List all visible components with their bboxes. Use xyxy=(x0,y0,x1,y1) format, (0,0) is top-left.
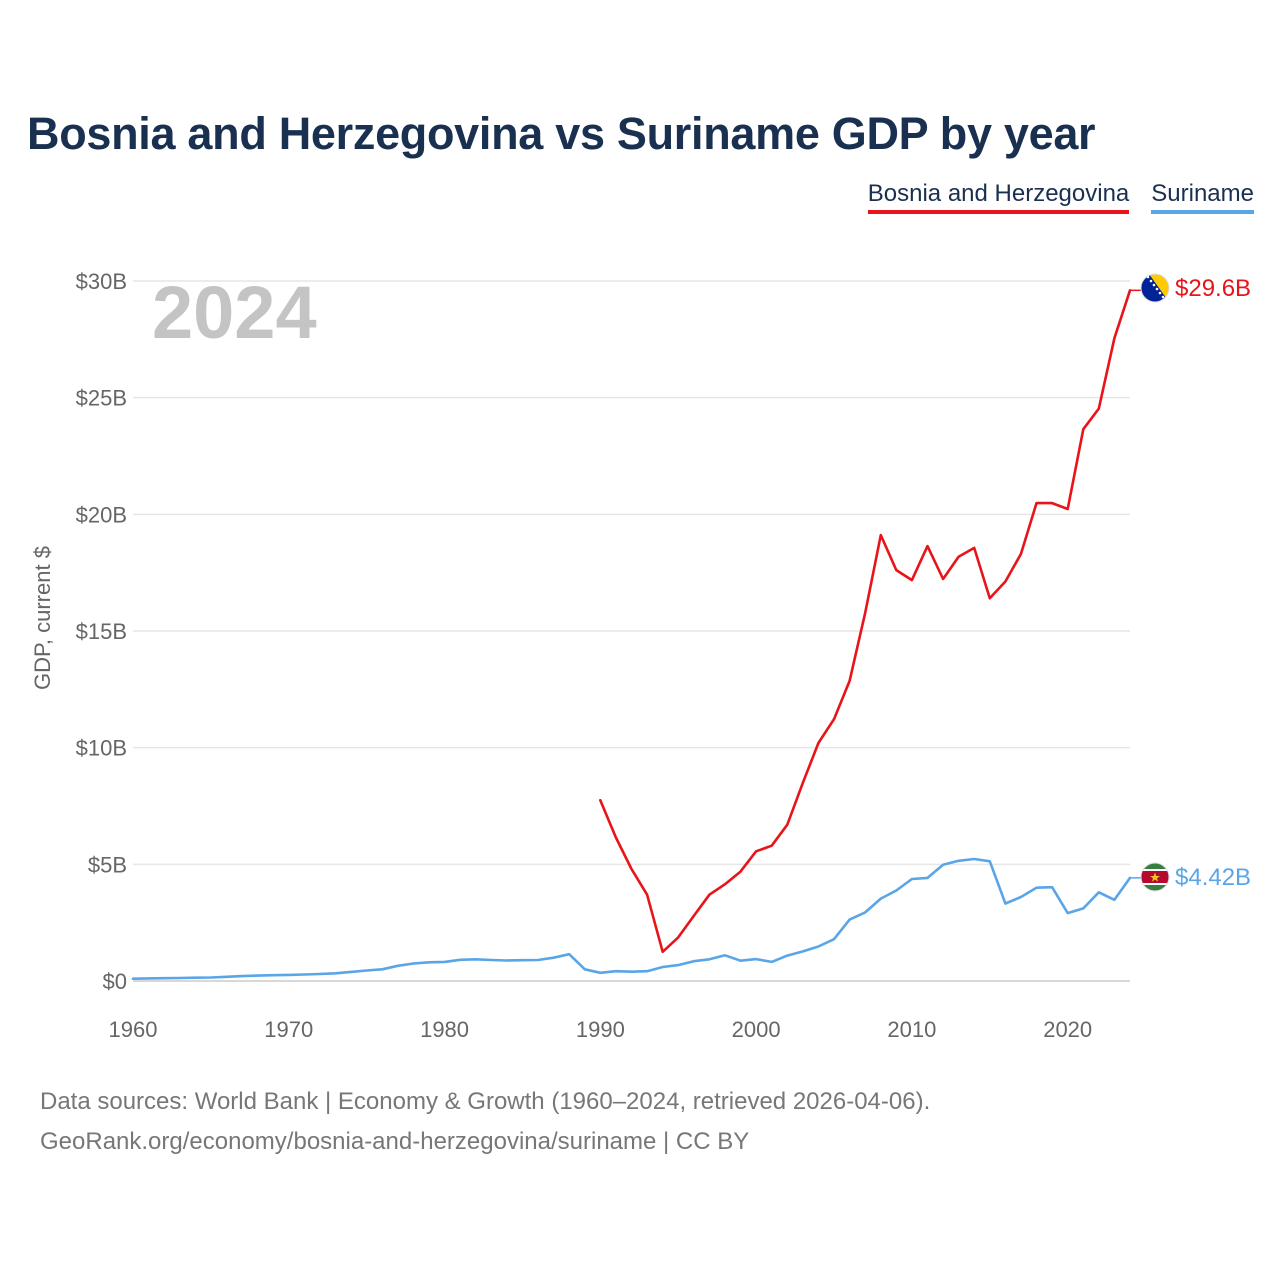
y-tick-label: $20B xyxy=(76,502,127,527)
end-value-label-bosnia: $29.6B xyxy=(1175,275,1251,302)
x-tick-label: 2000 xyxy=(732,1017,781,1042)
end-value-label-suriname: $4.42B xyxy=(1175,864,1251,891)
x-tick-label: 1980 xyxy=(420,1017,469,1042)
y-tick-label: $10B xyxy=(76,736,127,761)
suriname-flag-icon xyxy=(1141,863,1169,891)
gridlines xyxy=(133,280,1130,982)
x-tick-label: 1990 xyxy=(576,1017,625,1042)
legend: Bosnia and Herzegovina Suriname xyxy=(867,180,1254,214)
y-tick-label: $15B xyxy=(76,619,127,644)
series-layer xyxy=(131,288,1141,981)
x-tick-label: 2010 xyxy=(887,1017,936,1042)
y-tick-label: $5B xyxy=(88,852,127,877)
gdp-line-chart: $0 $5B $10B $15B $20B $25B $30B 1960 1970 1980 199… xyxy=(30,269,1251,1042)
legend-item-suriname[interactable]: Suriname xyxy=(1151,180,1254,214)
series-line-suriname[interactable] xyxy=(131,857,1132,981)
x-tick-label: 1970 xyxy=(264,1017,313,1042)
y-tick-label: $25B xyxy=(76,386,127,411)
bosnia-flag-icon xyxy=(1141,274,1169,302)
year-watermark: 2024 xyxy=(152,271,317,354)
footer: Data sources: World Bank | Economy & Gro… xyxy=(40,1082,930,1162)
axis-ticks: $0 $5B $10B $15B $20B $25B $30B 1960 1970 1980 199… xyxy=(76,269,1093,1042)
y-tick-label: $0 xyxy=(103,969,127,994)
legend-item-bosnia[interactable]: Bosnia and Herzegovina xyxy=(867,180,1130,214)
y-tick-label: $30B xyxy=(76,269,127,294)
chart-title: Bosnia and Herzegovina vs Suriname GDP b… xyxy=(27,108,1096,159)
y-axis-title: GDP, current $ xyxy=(30,546,55,690)
x-tick-label: 2020 xyxy=(1043,1017,1092,1042)
x-tick-label: 1960 xyxy=(109,1017,158,1042)
data-source-note: Data sources: World Bank | Economy & Gro… xyxy=(40,1088,931,1115)
source-link[interactable]: GeoRank.org/economy/bosnia-and-herzegovi… xyxy=(40,1128,750,1155)
series-line-bosnia[interactable] xyxy=(598,288,1132,954)
